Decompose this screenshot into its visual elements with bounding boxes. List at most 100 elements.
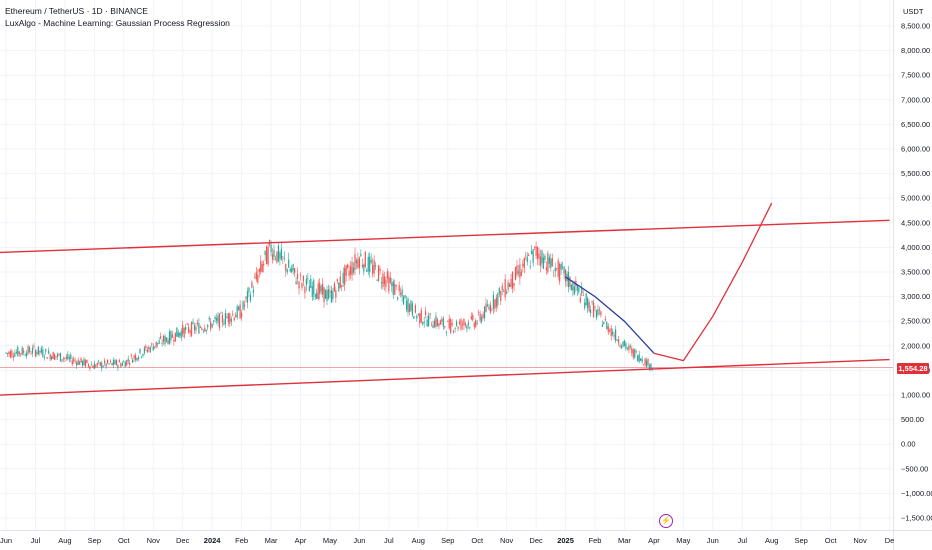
candle	[189, 330, 191, 333]
regression-fit-line[interactable]	[565, 276, 655, 354]
candle	[133, 355, 135, 359]
candle	[538, 253, 540, 259]
candle	[508, 283, 511, 287]
candle	[385, 279, 387, 288]
candle	[124, 362, 126, 368]
candle	[305, 278, 307, 286]
candle	[30, 353, 32, 355]
candle	[251, 282, 253, 288]
candle	[525, 255, 527, 257]
candle	[162, 336, 165, 342]
candle	[285, 264, 287, 271]
candle	[92, 366, 94, 368]
candle	[84, 360, 87, 367]
time-tick-label: Jul	[737, 536, 747, 545]
candle	[644, 358, 646, 365]
time-tick-label: Nov	[853, 536, 867, 545]
candle	[143, 347, 146, 354]
candle	[311, 286, 313, 298]
candle	[597, 309, 599, 315]
candle	[647, 359, 649, 366]
indicator-title[interactable]: LuxAlgo - Machine Learning: Gaussian Pro…	[5, 18, 230, 28]
candle	[86, 359, 88, 363]
candle	[572, 282, 574, 291]
channel-upper-line[interactable]	[0, 219, 890, 254]
candle	[394, 284, 396, 295]
candle	[115, 359, 118, 366]
candle	[241, 312, 243, 318]
candle	[604, 318, 606, 321]
candle	[595, 310, 598, 319]
candle	[117, 364, 119, 368]
candle	[419, 313, 421, 324]
candle	[243, 304, 246, 307]
candle	[541, 250, 543, 264]
candle	[519, 264, 521, 279]
candle	[483, 306, 486, 319]
candle	[351, 262, 353, 276]
candle	[414, 305, 416, 313]
candle	[123, 361, 125, 363]
candle	[104, 360, 106, 364]
candle	[626, 347, 628, 349]
candle	[551, 257, 553, 267]
candle	[313, 279, 315, 295]
candle	[332, 291, 334, 300]
candle	[601, 324, 603, 327]
price-tick-label: 7,000.00	[901, 95, 930, 104]
candle	[254, 277, 256, 279]
candle	[308, 286, 310, 292]
candle	[430, 325, 433, 327]
candle	[569, 276, 571, 287]
candle	[134, 355, 137, 360]
candle	[444, 326, 446, 328]
candle	[426, 319, 428, 327]
candle	[453, 331, 455, 333]
candle	[70, 354, 72, 360]
candle	[554, 267, 556, 272]
candle	[180, 330, 182, 339]
candle	[208, 317, 210, 320]
candle	[548, 257, 550, 264]
candle	[428, 315, 430, 327]
candle	[276, 251, 278, 263]
symbol-title[interactable]: Ethereum / TetherUS · 1D · BINANCE	[5, 6, 148, 16]
price-tick-label: 500.00	[901, 415, 924, 424]
candle	[171, 334, 173, 338]
candle	[218, 313, 221, 328]
time-tick-label: Aug	[765, 536, 778, 545]
candle	[576, 285, 578, 291]
candle	[89, 365, 91, 369]
channel-lower-line[interactable]	[0, 358, 890, 396]
candle	[5, 352, 7, 354]
time-tick-label: Apr	[295, 536, 307, 545]
time-tick-label: Nov	[147, 536, 161, 545]
time-tick-label: Aug	[412, 536, 425, 545]
candle	[266, 246, 268, 265]
candle	[26, 352, 28, 357]
candle	[531, 250, 533, 254]
candle	[455, 321, 458, 326]
candle	[327, 289, 330, 299]
candle	[420, 310, 422, 323]
candle	[587, 297, 589, 308]
candle	[573, 286, 575, 295]
time-tick-label: Dec	[176, 536, 190, 545]
candle	[338, 282, 340, 292]
lightning-icon[interactable]: ⚡	[659, 514, 673, 528]
candle	[401, 289, 403, 297]
candle	[101, 362, 103, 369]
candle	[277, 245, 280, 262]
candle	[42, 349, 44, 357]
candle	[407, 298, 409, 313]
regression-projection-line[interactable]	[653, 202, 773, 362]
time-tick-label: Sep	[88, 536, 101, 545]
candle	[479, 313, 481, 321]
candle	[68, 357, 70, 360]
candle	[625, 343, 627, 349]
candle	[120, 363, 122, 367]
time-tick-label: Oct	[825, 536, 838, 545]
candle	[9, 351, 12, 358]
candle	[51, 356, 53, 360]
